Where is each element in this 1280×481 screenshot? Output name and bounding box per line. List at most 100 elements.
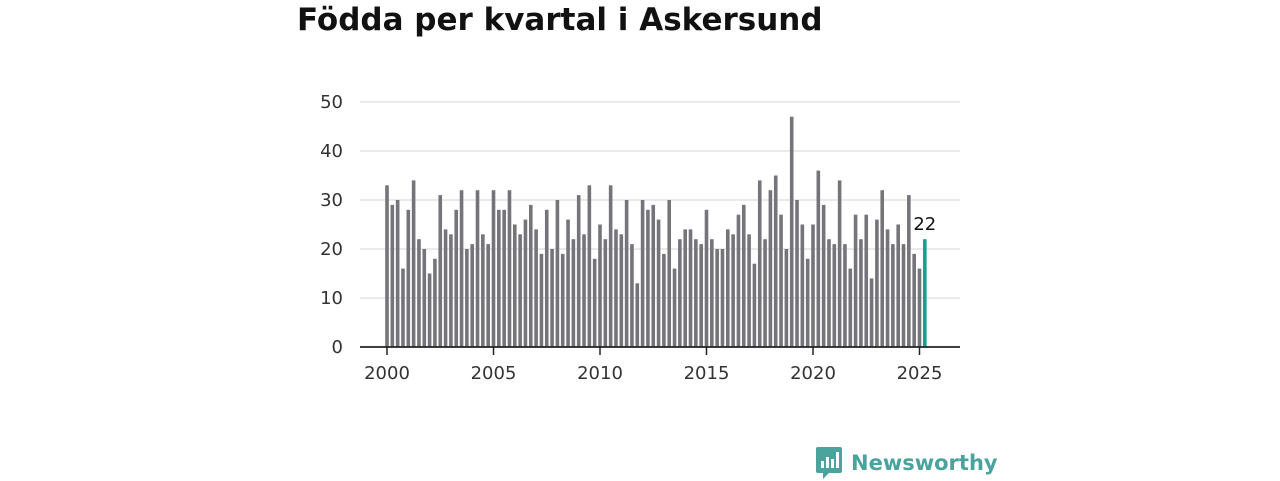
bar: [390, 204, 395, 347]
bar: [848, 268, 853, 347]
y-tick-label-10: 10: [320, 288, 343, 309]
bar: [715, 249, 719, 347]
bar: [528, 204, 533, 347]
bar: [518, 234, 522, 347]
brand-name: Newsworthy: [851, 451, 998, 475]
data-label-last: 22: [913, 214, 936, 235]
bar: [821, 204, 826, 347]
bar: [433, 258, 437, 347]
bar: [635, 283, 640, 347]
bar: [752, 263, 757, 347]
bar: [741, 204, 746, 347]
bar: [592, 258, 597, 347]
bar: [800, 224, 805, 347]
bar: [917, 268, 922, 347]
bar: [513, 224, 517, 347]
bar: [502, 209, 506, 347]
bar: [497, 209, 501, 347]
bar: [475, 190, 480, 347]
x-tick-label-2000: 2000: [364, 363, 410, 384]
y-tick-label-20: 20: [320, 239, 343, 260]
bar-highlight: [923, 239, 927, 347]
y-axis-ticks: 0 10 20 30 40 50: [320, 92, 343, 358]
bar: [608, 185, 613, 347]
bar: [571, 239, 576, 347]
bar: [587, 185, 592, 347]
bar: [598, 224, 602, 347]
bar: [582, 234, 586, 347]
bar: [651, 204, 656, 347]
bar: [614, 229, 618, 347]
bar: [566, 219, 570, 347]
bar: [678, 239, 682, 347]
y-tick-label-40: 40: [320, 141, 343, 162]
bar: [688, 229, 693, 347]
x-axis-ticks: 2000 2005 2010 2015 2020 2025: [364, 347, 942, 384]
bar: [816, 170, 821, 347]
bar: [411, 180, 416, 347]
bar: [406, 209, 411, 347]
bar: [747, 234, 751, 347]
y-tick-label-30: 30: [320, 190, 343, 211]
bar: [901, 244, 906, 347]
bar: [491, 190, 496, 347]
bar: [438, 195, 443, 347]
bar: [646, 209, 650, 347]
chart-title: Födda per kvartal i Askersund: [297, 2, 823, 38]
x-tick-label-2015: 2015: [684, 363, 730, 384]
bar: [560, 253, 565, 347]
bar: [624, 200, 629, 347]
bar: [640, 200, 645, 347]
bar: [539, 253, 544, 347]
bar: [896, 224, 900, 347]
bar: [710, 239, 714, 347]
bar: [667, 200, 672, 347]
bar: [731, 234, 735, 347]
x-tick-label-2005: 2005: [471, 363, 517, 384]
bar: [720, 249, 725, 347]
bar: [837, 180, 842, 347]
bar: [891, 244, 895, 347]
bar: [726, 229, 730, 347]
x-tick-label-2020: 2020: [790, 363, 836, 384]
bar: [459, 190, 464, 347]
bar: [630, 244, 634, 347]
bar: [603, 239, 608, 347]
bar: [465, 249, 469, 347]
bar: [683, 229, 687, 347]
bar: [827, 239, 831, 347]
newsworthy-logo-icon: [816, 447, 842, 479]
bar: [773, 175, 778, 347]
data-labels: 22: [913, 214, 936, 235]
bar: [859, 239, 863, 347]
bar: [550, 249, 554, 347]
newsworthy-logo: Newsworthy: [815, 445, 998, 481]
bar: [789, 116, 794, 347]
bar: [853, 214, 858, 347]
bar: [385, 185, 389, 347]
bar: [704, 209, 709, 347]
bar: [470, 244, 474, 347]
bar: [401, 268, 405, 347]
x-tick-label-2010: 2010: [577, 363, 623, 384]
bar: [768, 190, 773, 347]
bar: [507, 190, 512, 347]
bar: [875, 219, 879, 347]
bar: [795, 200, 799, 347]
bar: [869, 278, 874, 347]
bar: [481, 234, 485, 347]
bar: [395, 200, 400, 347]
bar: [779, 214, 783, 347]
bar: [672, 268, 677, 347]
y-tick-label-50: 50: [320, 92, 343, 113]
bar: [619, 234, 624, 347]
bar: [805, 258, 810, 347]
bar: [885, 229, 890, 347]
bar: [832, 244, 837, 347]
bar: [486, 244, 490, 347]
bar: [454, 209, 459, 347]
bar: [757, 180, 762, 347]
bar: [544, 209, 549, 347]
bar: [699, 244, 703, 347]
